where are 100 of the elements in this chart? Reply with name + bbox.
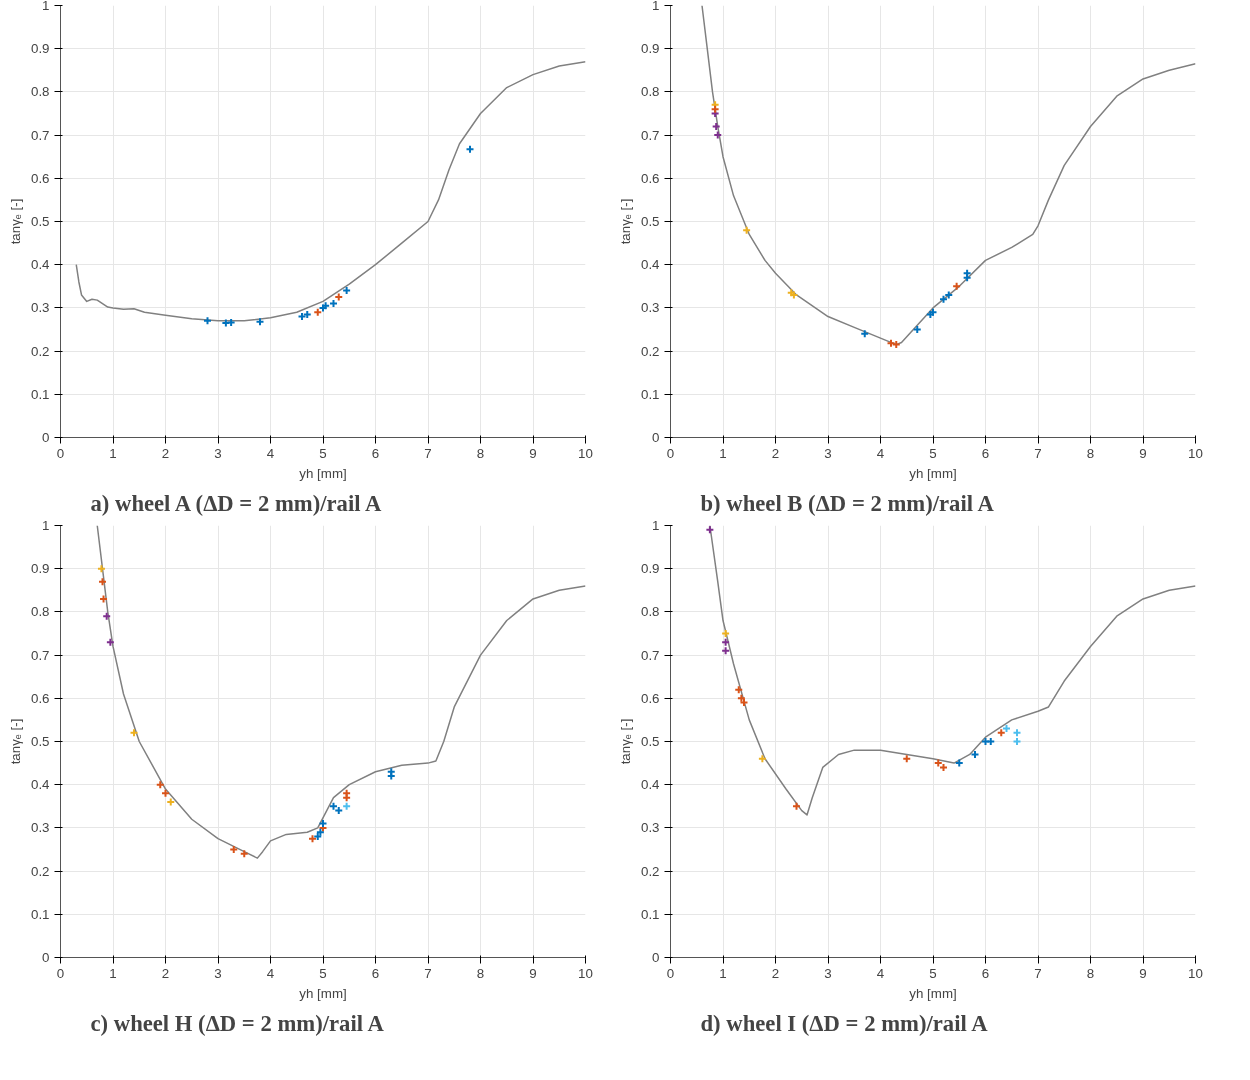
- x-tick-label: 7: [424, 965, 432, 981]
- y-tick-label: 0.9: [640, 561, 660, 577]
- y-tick-label: 0.6: [640, 170, 660, 186]
- y-tick-label: 0.9: [640, 41, 660, 57]
- y-tick-label: 0.8: [30, 84, 50, 100]
- y-tick-label: 0.8: [640, 604, 660, 620]
- y-tick-label: 0.1: [30, 386, 50, 402]
- y-tick-label: 1: [652, 518, 660, 533]
- x-tick-label: 9: [529, 445, 537, 461]
- y-tick-label: 0.6: [640, 690, 660, 706]
- y-tick-label: 0.6: [30, 170, 50, 186]
- y-tick-label: 0.4: [640, 777, 661, 793]
- y-tick-label: 0.8: [30, 604, 50, 620]
- x-tick-label: 9: [529, 965, 537, 981]
- y-tick-label: 0.3: [30, 300, 50, 316]
- y-tick-label: 0.7: [30, 127, 50, 143]
- x-tick-label: 10: [1188, 965, 1203, 981]
- y-tick-label: 0.2: [30, 343, 50, 359]
- y-tick-label: 1: [42, 0, 50, 13]
- y-tick-label: 0.4: [640, 257, 661, 273]
- x-tick-label: 3: [824, 445, 832, 461]
- x-tick-label: 5: [929, 965, 937, 981]
- y-tick-label: 0.5: [30, 214, 50, 229]
- y-tick-label: 0.6: [30, 690, 50, 706]
- text: a) wheel A (ΔD = 2 mm)/rail A: [90, 490, 382, 516]
- y-tick-label: 0.4: [30, 257, 51, 273]
- x-tick-label: 1: [719, 445, 727, 461]
- x-tick-label: 0: [666, 965, 675, 981]
- text: b) wheel B (ΔD = 2 mm)/rail A: [700, 490, 995, 516]
- y-tick-label: 0.7: [640, 127, 660, 143]
- y-tick-label: 0.5: [30, 734, 50, 749]
- x-axis-title: yh [mm]: [299, 985, 347, 1001]
- x-tick-label: 4: [266, 445, 275, 461]
- x-tick-label: 1: [109, 965, 117, 981]
- x-tick-label: 7: [424, 445, 432, 461]
- text: d) wheel I (ΔD = 2 mm)/rail A: [700, 1010, 989, 1036]
- x-tick-label: 10: [578, 445, 593, 461]
- y-tick-label: 0.1: [640, 386, 660, 402]
- y-tick-label: 0.2: [640, 863, 660, 879]
- y-tick-label: 0.2: [30, 863, 50, 879]
- x-tick-label: 1: [719, 965, 727, 981]
- y-tick-label: 0: [42, 430, 50, 445]
- x-tick-label: 6: [371, 445, 380, 461]
- x-tick-label: 0: [56, 965, 65, 981]
- x-tick-label: 10: [578, 965, 593, 981]
- x-tick-label: 6: [981, 445, 990, 461]
- y-axis-title: tanγₑ [-]: [7, 718, 23, 765]
- y-tick-label: 1: [42, 518, 50, 533]
- x-tick-label: 3: [214, 965, 222, 981]
- x-axis-title: yh [mm]: [299, 465, 347, 481]
- y-tick-label: 0.1: [30, 906, 50, 922]
- y-tick-label: 0.3: [640, 300, 660, 316]
- y-tick-label: 0.2: [640, 343, 660, 359]
- x-tick-label: 9: [1139, 445, 1147, 461]
- x-tick-label: 2: [771, 445, 780, 461]
- x-tick-label: 8: [1086, 965, 1095, 981]
- y-tick-label: 0: [42, 950, 50, 965]
- y-tick-label: 0.5: [640, 214, 660, 229]
- x-tick-label: 5: [929, 445, 937, 461]
- x-tick-label: 4: [876, 445, 885, 461]
- y-tick-label: 0.5: [640, 734, 660, 749]
- x-tick-label: 6: [981, 965, 990, 981]
- x-tick-label: 4: [266, 965, 275, 981]
- text: c) wheel H (ΔD = 2 mm)/rail A: [90, 1010, 385, 1036]
- x-tick-label: 3: [824, 965, 832, 981]
- x-tick-label: 3: [214, 445, 222, 461]
- x-tick-label: 5: [319, 965, 327, 981]
- x-tick-label: 7: [1034, 445, 1042, 461]
- y-tick-label: 0: [652, 430, 660, 445]
- x-tick-label: 1: [109, 445, 117, 461]
- x-tick-label: 8: [476, 965, 485, 981]
- y-tick-label: 0.9: [30, 561, 50, 577]
- y-tick-label: 1: [652, 0, 660, 13]
- y-tick-label: 0.7: [640, 647, 660, 663]
- y-tick-label: 0.4: [30, 777, 51, 793]
- y-axis-title: tanγₑ [-]: [617, 718, 633, 765]
- x-tick-label: 8: [476, 445, 485, 461]
- x-tick-label: 4: [876, 965, 885, 981]
- x-tick-label: 6: [371, 965, 380, 981]
- x-tick-label: 10: [1188, 445, 1203, 461]
- y-tick-label: 0.8: [640, 84, 660, 100]
- x-tick-label: 0: [666, 445, 675, 461]
- x-axis-title: yh [mm]: [909, 985, 957, 1001]
- x-tick-label: 5: [319, 445, 327, 461]
- x-tick-label: 2: [161, 445, 170, 461]
- x-tick-label: 0: [56, 445, 65, 461]
- x-tick-label: 8: [1086, 445, 1095, 461]
- x-tick-label: 2: [771, 965, 780, 981]
- x-tick-label: 2: [161, 965, 170, 981]
- y-tick-label: 0.7: [30, 647, 50, 663]
- y-axis-title: tanγₑ [-]: [7, 198, 23, 245]
- y-tick-label: 0.3: [30, 820, 50, 836]
- y-axis-title: tanγₑ [-]: [617, 198, 633, 245]
- x-tick-label: 7: [1034, 965, 1042, 981]
- y-tick-label: 0: [652, 950, 660, 965]
- y-tick-label: 0.1: [640, 906, 660, 922]
- x-axis-title: yh [mm]: [909, 465, 957, 481]
- y-tick-label: 0.3: [640, 820, 660, 836]
- x-tick-label: 9: [1139, 965, 1147, 981]
- y-tick-label: 0.9: [30, 41, 50, 57]
